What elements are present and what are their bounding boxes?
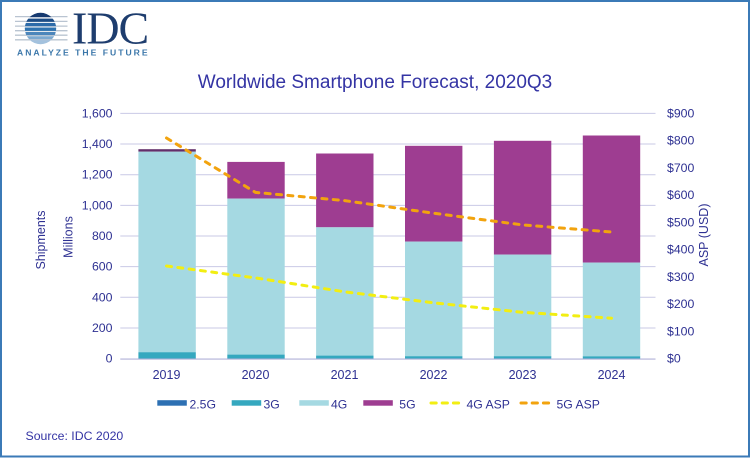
- svg-text:1,000: 1,000: [82, 198, 113, 212]
- svg-text:4G ASP: 4G ASP: [467, 398, 510, 412]
- svg-text:ANALYZE THE FUTURE: ANALYZE THE FUTURE: [17, 48, 150, 58]
- svg-text:2023: 2023: [509, 368, 537, 382]
- svg-text:4G: 4G: [331, 398, 347, 412]
- svg-text:$200: $200: [667, 297, 695, 311]
- svg-text:2022: 2022: [420, 368, 448, 382]
- svg-text:2019: 2019: [153, 368, 181, 382]
- svg-text:$300: $300: [667, 270, 695, 284]
- svg-text:Source: IDC 2020: Source: IDC 2020: [26, 429, 124, 443]
- svg-text:400: 400: [92, 290, 113, 304]
- svg-text:2021: 2021: [331, 368, 359, 382]
- svg-text:$0: $0: [667, 352, 681, 366]
- svg-text:1,200: 1,200: [82, 168, 113, 182]
- svg-text:2020: 2020: [242, 368, 270, 382]
- svg-text:$900: $900: [667, 106, 695, 120]
- svg-text:$400: $400: [667, 243, 695, 257]
- svg-text:Millions: Millions: [62, 216, 76, 258]
- svg-text:Worldwide Smartphone Forecast,: Worldwide Smartphone Forecast, 2020Q3: [198, 72, 553, 93]
- svg-text:Shipments: Shipments: [34, 210, 48, 269]
- svg-text:ASP (USD): ASP (USD): [697, 204, 711, 267]
- svg-text:600: 600: [92, 260, 113, 274]
- svg-text:2.5G: 2.5G: [190, 398, 216, 412]
- svg-text:2024: 2024: [598, 368, 626, 382]
- svg-text:1,400: 1,400: [82, 137, 113, 151]
- svg-text:IDC: IDC: [72, 3, 148, 54]
- svg-text:5G ASP: 5G ASP: [557, 398, 600, 412]
- svg-text:3G: 3G: [264, 398, 280, 412]
- svg-text:5G: 5G: [399, 398, 415, 412]
- svg-text:1,600: 1,600: [82, 106, 113, 120]
- svg-text:200: 200: [92, 321, 113, 335]
- svg-text:$100: $100: [667, 324, 695, 338]
- svg-text:800: 800: [92, 229, 113, 243]
- svg-text:$700: $700: [667, 161, 695, 175]
- svg-text:$500: $500: [667, 215, 695, 229]
- svg-text:$600: $600: [667, 188, 695, 202]
- svg-text:0: 0: [106, 352, 113, 366]
- svg-text:$800: $800: [667, 134, 695, 148]
